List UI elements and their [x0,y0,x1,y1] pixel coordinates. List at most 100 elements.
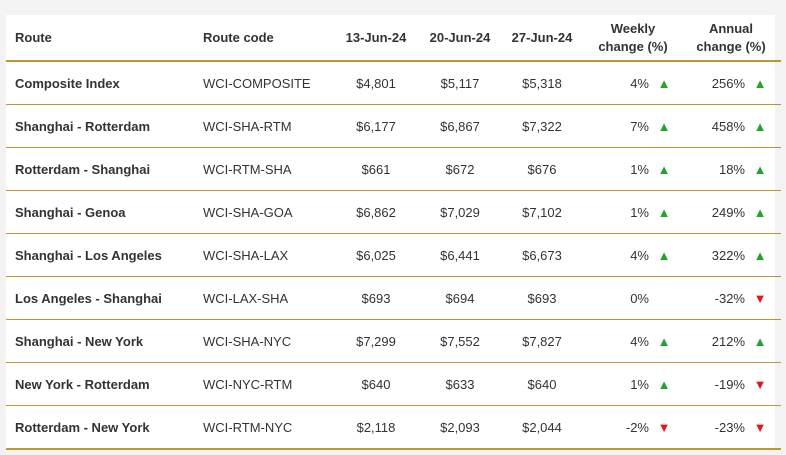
route-name-cell: Composite Index [6,61,193,105]
annual-change-cell: 322% ▲ [681,233,781,277]
annual-change-cell: 212% ▲ [681,319,781,363]
route-code-cell: WCI-SHA-LAX [193,233,331,277]
header-annual-change: Annual change (%) [681,15,781,62]
change-value: 1% [630,376,649,392]
header-weekly-line-2: change (%) [598,38,668,54]
table-row: Shanghai - Rotterdam WCI-SHA-RTM $6,177 $6,… [6,104,781,148]
triangle-up-icon: ▲ [657,75,671,91]
triangle-up-icon: ▲ [753,161,767,177]
weekly-change-cell: -2% ▼ [585,405,681,450]
weekly-change-cell: 1% ▲ [585,362,681,406]
triangle-up-icon: ▲ [753,75,767,91]
rate-date-2-cell: $672 [421,147,499,191]
annual-change-cell: 249% ▲ [681,190,781,234]
triangle-up-icon: ▲ [753,333,767,349]
weekly-change-cell: 7% ▲ [585,104,681,148]
header-weekly-change: Weekly change (%) [585,15,681,62]
change-value: 256% [711,75,745,91]
change-value: 18% [718,161,745,177]
change-value: 212% [711,333,745,349]
weekly-change-cell: 1% ▲ [585,147,681,191]
route-code-cell: WCI-SHA-RTM [193,104,331,148]
weekly-change-cell: 4% ▲ [585,61,681,105]
table-body: Composite Index WCI-COMPOSITE $4,801 $5,117… [6,61,781,450]
rate-date-1-cell: $6,862 [331,190,421,234]
change-value: -19% [714,376,745,392]
triangle-up-icon: ▲ [657,161,671,177]
rate-date-1-cell: $6,025 [331,233,421,277]
triangle-down-icon: ▼ [657,419,671,435]
annual-change-cell: -23% ▼ [681,405,781,450]
annual-change-cell: -32% ▼ [681,276,781,320]
triangle-up-icon: ▲ [753,204,767,220]
change-value: 322% [711,247,745,263]
route-name-cell: New York - Rotterdam [6,362,193,406]
rate-date-1-cell: $640 [331,362,421,406]
change-value: 1% [630,204,649,220]
triangle-up-icon: ▲ [753,247,767,263]
annual-change-cell: 18% ▲ [681,147,781,191]
route-name-cell: Los Angeles - Shanghai [6,276,193,320]
rate-date-3-cell: $5,318 [499,61,585,105]
annual-change-cell: -19% ▼ [681,362,781,406]
route-name-cell: Rotterdam - New York [6,405,193,450]
table-row: Shanghai - New York WCI-SHA-NYC $7,299 $7,5… [6,319,781,363]
change-value: 458% [711,118,745,134]
weekly-change-cell: 4% ▲ [585,233,681,277]
header-date-1: 13-Jun-24 [331,15,421,62]
rate-date-2-cell: $5,117 [421,61,499,105]
change-value: 0% [630,290,649,306]
change-value: 7% [630,118,649,134]
rate-date-3-cell: $2,044 [499,405,585,450]
header-date-3: 27-Jun-24 [499,15,585,62]
route-code-cell: WCI-RTM-SHA [193,147,331,191]
route-code-cell: WCI-NYC-RTM [193,362,331,406]
change-value: 4% [630,333,649,349]
header-weekly-line-1: Weekly [610,20,656,36]
rate-date-2-cell: $7,552 [421,319,499,363]
route-name-cell: Shanghai - New York [6,319,193,363]
triangle-up-icon: ▲ [657,247,671,263]
table-row: Rotterdam - Shanghai WCI-RTM-SHA $661 $672 $… [6,147,781,191]
header-annual-line-2: change (%) [696,38,766,54]
header-date-2: 20-Jun-24 [421,15,499,62]
change-value: -23% [714,419,745,435]
route-name-cell: Rotterdam - Shanghai [6,147,193,191]
rate-date-3-cell: $7,102 [499,190,585,234]
weekly-change-cell: 0% ▲ [585,276,681,320]
rate-date-3-cell: $7,322 [499,104,585,148]
rate-date-1-cell: $6,177 [331,104,421,148]
table-row: Composite Index WCI-COMPOSITE $4,801 $5,117… [6,61,781,105]
rate-date-2-cell: $6,867 [421,104,499,148]
triangle-up-icon: ▲ [657,376,671,392]
rate-date-1-cell: $693 [331,276,421,320]
rate-date-1-cell: $7,299 [331,319,421,363]
triangle-up-icon: ▲ [753,118,767,134]
route-code-cell: WCI-SHA-NYC [193,319,331,363]
header-annual-line-1: Annual [708,20,754,36]
freight-rate-table-container: Route Route code 13-Jun-24 20-Jun-24 27-… [6,15,781,450]
route-name-cell: Shanghai - Los Angeles [6,233,193,277]
rate-date-3-cell: $676 [499,147,585,191]
rate-date-2-cell: $2,093 [421,405,499,450]
weekly-change-cell: 1% ▲ [585,190,681,234]
change-value: 249% [711,204,745,220]
route-name-cell: Shanghai - Rotterdam [6,104,193,148]
table-row: Shanghai - Los Angeles WCI-SHA-LAX $6,025 $… [6,233,781,277]
route-code-cell: WCI-COMPOSITE [193,61,331,105]
route-code-cell: WCI-LAX-SHA [193,276,331,320]
no-change-icon: ▲ [657,292,671,305]
annual-change-cell: 256% ▲ [681,61,781,105]
rate-date-3-cell: $7,827 [499,319,585,363]
change-value: 4% [630,247,649,263]
header-route-code: Route code [193,15,331,62]
table-row: Rotterdam - New York WCI-RTM-NYC $2,118 $2,… [6,405,781,450]
change-value: 1% [630,161,649,177]
header-row: Route Route code 13-Jun-24 20-Jun-24 27-… [6,15,781,62]
rate-date-2-cell: $7,029 [421,190,499,234]
table-row: Shanghai - Genoa WCI-SHA-GOA $6,862 $7,029 $… [6,190,781,234]
table-row: New York - Rotterdam WCI-NYC-RTM $640 $633 $… [6,362,781,406]
triangle-up-icon: ▲ [657,204,671,220]
rate-date-2-cell: $633 [421,362,499,406]
change-value: 4% [630,75,649,91]
